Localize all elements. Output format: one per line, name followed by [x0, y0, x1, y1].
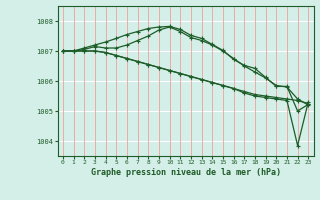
X-axis label: Graphe pression niveau de la mer (hPa): Graphe pression niveau de la mer (hPa) [91, 168, 281, 177]
